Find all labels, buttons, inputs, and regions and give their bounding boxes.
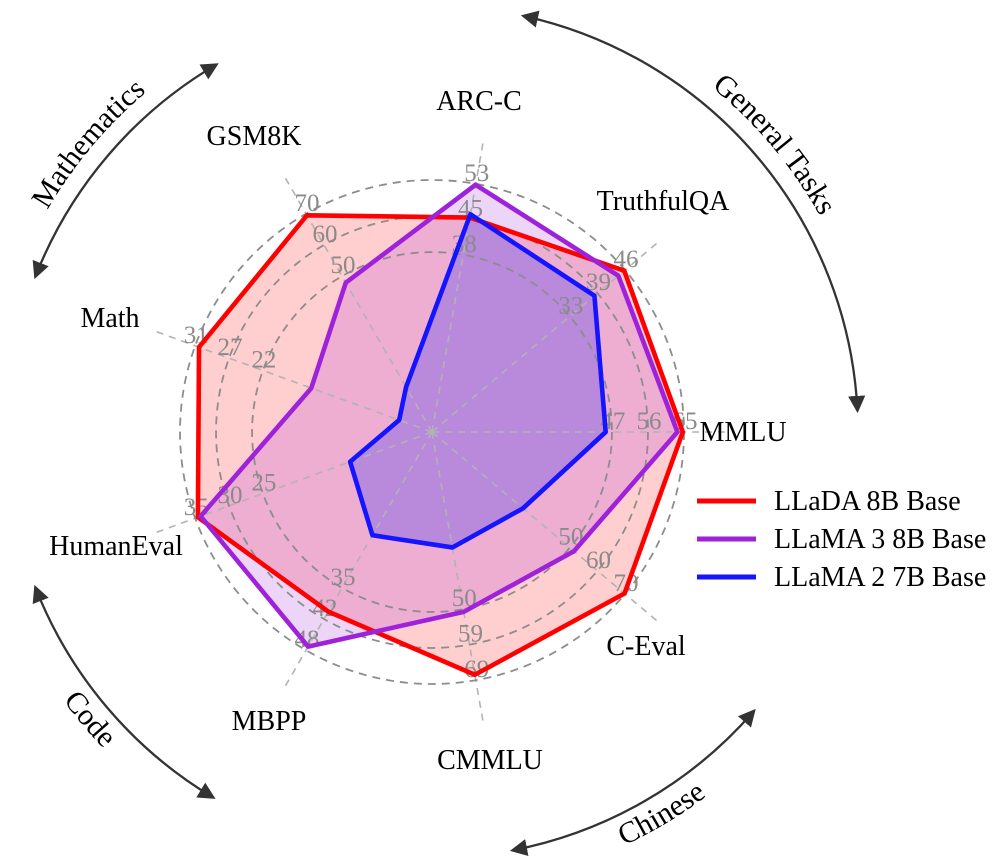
group-label-text: Code xyxy=(58,684,123,753)
group-label-text: Mathematics xyxy=(25,72,151,214)
tick-label: 30 xyxy=(218,482,243,509)
tick-label: 60 xyxy=(586,547,611,574)
tick-label: 50 xyxy=(331,252,356,279)
axis-label: CMMLU xyxy=(437,745,543,776)
tick-label: 56 xyxy=(636,408,661,435)
axis-label: ARC-C xyxy=(436,86,522,117)
group-label: Chinese xyxy=(613,775,711,852)
tick-label: 59 xyxy=(458,621,483,648)
group-label: Code xyxy=(58,684,123,753)
group-arc xyxy=(509,708,756,857)
axis-spoke xyxy=(431,431,661,625)
group-arc xyxy=(520,10,866,414)
tick-label: 53 xyxy=(464,160,489,187)
legend-label: LLaMA 3 8B Base xyxy=(774,524,986,555)
axis-label: MMLU xyxy=(699,417,786,448)
axis-label: TruthfulQA xyxy=(597,186,731,217)
tick-label: 25 xyxy=(251,470,276,497)
grid-ring xyxy=(251,251,613,613)
tick-label: 31 xyxy=(184,322,209,349)
tick-label: 27 xyxy=(218,334,243,361)
axis-label: Math xyxy=(80,303,139,334)
legend-label: LLaDA 8B Base xyxy=(774,486,961,517)
tick-label: 22 xyxy=(251,346,276,373)
tick-label: 33 xyxy=(558,292,583,319)
axis-label: MBPP xyxy=(232,706,307,737)
tick-label: 48 xyxy=(295,626,320,653)
tick-label: 60 xyxy=(313,221,338,248)
axis-label: GSM8K xyxy=(207,121,302,152)
group-label: Mathematics xyxy=(25,72,151,214)
legend: LLaDA 8B Base LLaMA 3 8B Base LLaMA 2 7B B… xyxy=(697,486,986,593)
axis-label: C-Eval xyxy=(606,631,686,662)
legend-label: LLaMA 2 7B Base xyxy=(774,562,986,593)
axis-label: HumanEval xyxy=(49,531,183,562)
tick-label: 70 xyxy=(295,190,320,217)
tick-label: 35 xyxy=(331,564,356,591)
grid-ring xyxy=(215,215,649,649)
group-arc xyxy=(32,63,219,280)
group-arc xyxy=(32,584,216,799)
group-label-text: Chinese xyxy=(613,775,711,852)
